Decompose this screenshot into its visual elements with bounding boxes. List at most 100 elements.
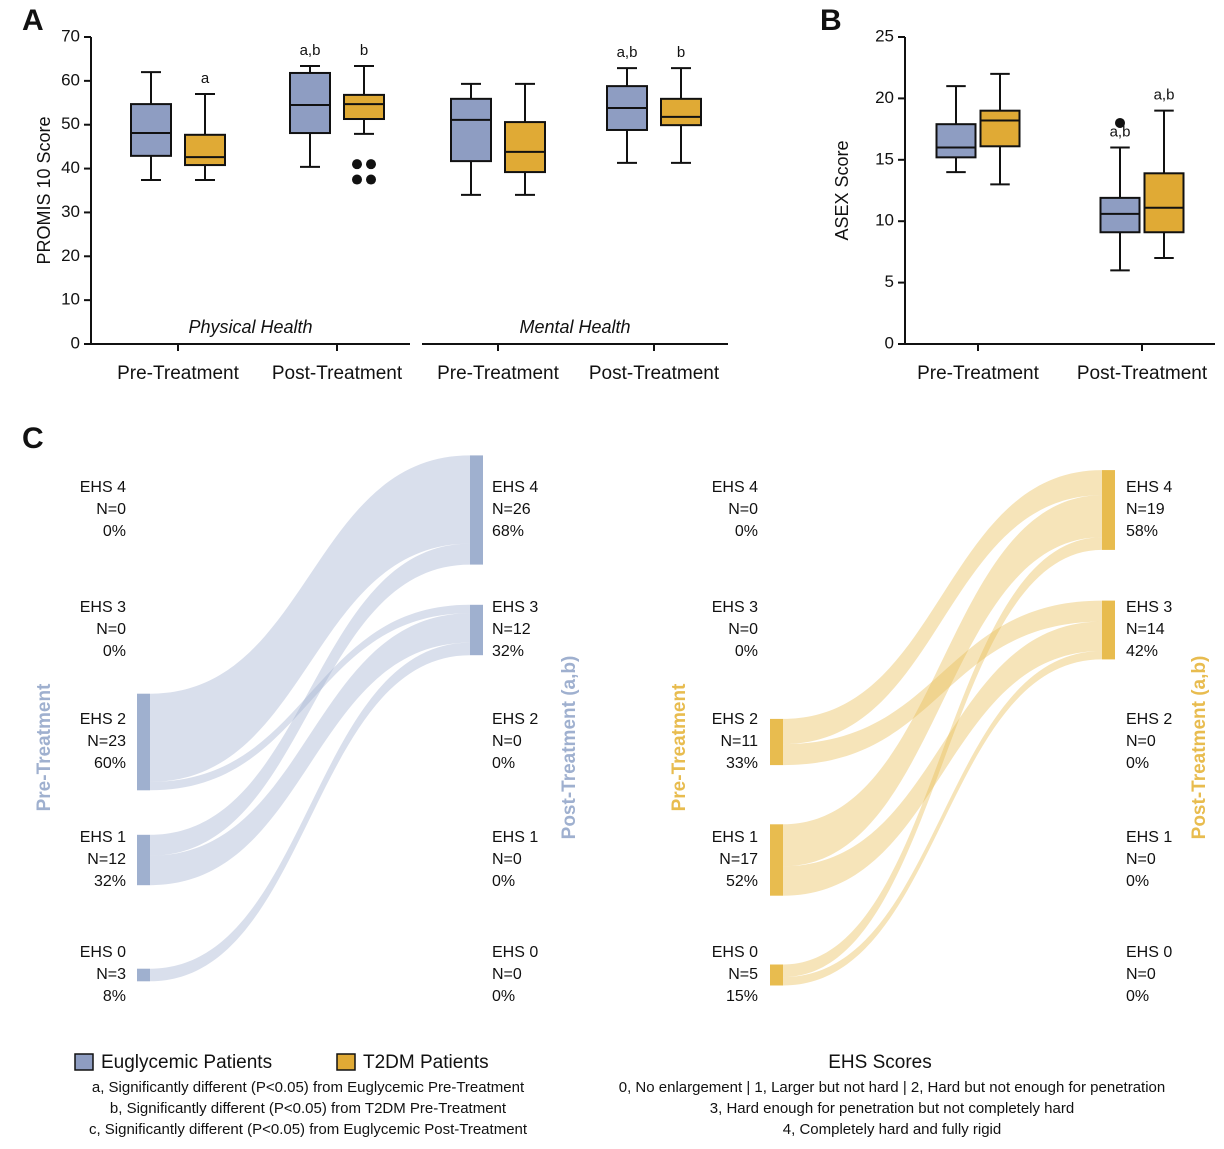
node-label: N=0 [728,501,758,518]
node-label: N=17 [719,851,758,868]
y-tick-label: 30 [61,202,80,221]
left-axis-label: Pre-Treatment [669,683,690,811]
y-axis-label: PROMIS 10 Score [34,116,54,264]
box [1143,172,1185,234]
flow [150,455,470,782]
node-bar [137,834,150,886]
outlier [352,174,362,185]
node-label: N=11 [720,733,758,750]
node-bar [1102,600,1115,660]
y-tick-label: 20 [875,88,894,107]
box [450,97,492,163]
node-label: N=23 [87,733,126,750]
x-tick-label: Pre-Treatment [117,363,239,384]
node-label: 8% [103,988,126,1005]
node-label: 0% [1126,988,1149,1005]
ehs-legend-line: 4, Completely hard and fully rigid [783,1121,1001,1138]
outlier [352,159,362,170]
node-bar [770,964,783,986]
box [343,93,385,121]
footnote: a, Significantly different (P<0.05) from… [92,1079,525,1096]
node-label: EHS 1 [80,829,126,846]
node-label: EHS 3 [1126,599,1172,616]
footnote: b, Significantly different (P<0.05) from… [110,1100,507,1117]
x-tick-label: Post-Treatment [272,363,403,384]
flow [150,543,470,856]
node-label: 15% [726,988,758,1005]
node-label: N=0 [1126,966,1156,983]
node-label: EHS 2 [80,711,126,728]
y-tick-label: 25 [875,26,894,45]
flow [783,621,1102,896]
node-label: 0% [735,523,758,540]
node-label: N=0 [96,501,126,518]
node-label: N=0 [728,621,758,638]
flow [783,537,1102,978]
flow [150,642,470,982]
y-tick-label: 40 [61,158,80,177]
legend-label: Euglycemic Patients [101,1052,272,1073]
box [660,97,702,127]
legend-label: T2DM Patients [363,1052,489,1073]
right-axis-label: Post-Treatment (a,b) [1189,656,1210,840]
annotation: a [201,70,210,87]
node-label: EHS 4 [80,479,126,496]
node-label: EHS 4 [1126,479,1172,496]
node-label: 32% [94,873,126,890]
x-tick-label: Post-Treatment [1077,363,1208,384]
flow [783,470,1102,745]
left-axis-label: Pre-Treatment [34,683,55,811]
annotation: b [360,42,368,59]
node-label: EHS 1 [1126,829,1172,846]
node-label: 58% [1126,523,1158,540]
flow [150,613,470,886]
footnote: c, Significantly different (P<0.05) from… [89,1121,528,1138]
flow [783,651,1102,986]
node-label: N=0 [492,966,522,983]
node-label: N=3 [96,966,126,983]
y-tick-label: 50 [61,114,80,133]
box [979,109,1021,148]
x-tick-label: Post-Treatment [589,363,720,384]
panel-label: C [22,422,44,455]
outlier [366,174,376,185]
node-label: N=0 [492,733,522,750]
box [130,103,172,157]
node-label: N=0 [492,851,522,868]
y-tick-label: 0 [885,333,894,352]
y-tick-label: 10 [875,211,894,230]
annotation: a,b [1154,87,1175,104]
flow [783,495,1102,867]
node-label: 0% [103,523,126,540]
node-label: EHS 3 [712,599,758,616]
ehs-legend-title: EHS Scores [828,1052,931,1073]
node-label: 0% [1126,755,1149,772]
node-label: N=14 [1126,621,1165,638]
flow [783,600,1102,766]
node-label: EHS 2 [1126,711,1172,728]
node-bar [770,718,783,766]
right-axis-label: Post-Treatment (a,b) [559,656,580,840]
node-label: N=12 [492,621,531,638]
y-axis-label: ASEX Score [832,140,852,240]
box [1099,196,1141,234]
node-label: EHS 0 [1126,944,1172,961]
legend-swatch [74,1053,94,1071]
node-label: N=0 [96,621,126,638]
node-label: 0% [492,755,515,772]
node-label: 32% [492,643,524,660]
node-bar [470,604,483,656]
y-tick-label: 10 [61,290,80,309]
box [504,121,546,174]
node-label: EHS 3 [492,599,538,616]
node-bar [1102,470,1115,550]
node-label: 42% [1126,643,1158,660]
y-tick-label: 0 [71,333,80,352]
node-bar [137,693,150,791]
node-label: 0% [735,643,758,660]
y-tick-label: 60 [61,70,80,89]
legend-swatch [336,1053,356,1071]
node-label: N=0 [1126,851,1156,868]
node-label: N=5 [728,966,758,983]
